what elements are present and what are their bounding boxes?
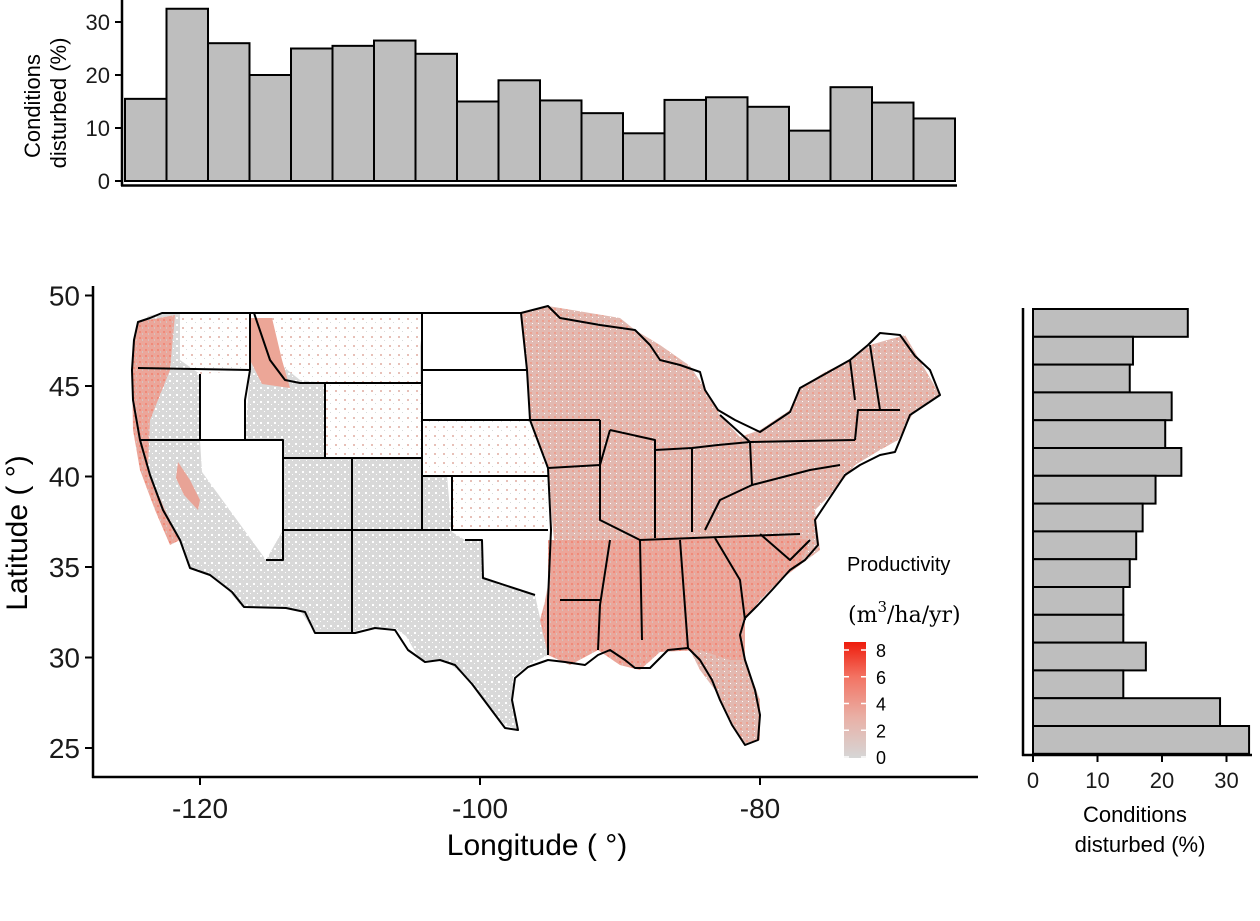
top-y-tick-label: 20 xyxy=(86,63,110,88)
top-histogram-y-ticks: 0 10 20 30 xyxy=(86,10,122,194)
legend: Productivity (m3/ha/yr) 8 6 4 2 0 xyxy=(844,554,961,768)
right-histogram-bar xyxy=(1032,419,1167,450)
region-wyoming xyxy=(325,383,422,458)
right-histogram-bar xyxy=(1032,669,1125,700)
top-histogram-bar xyxy=(788,129,832,182)
top-histogram-bar xyxy=(414,52,458,182)
region-washington-east xyxy=(180,313,254,374)
top-histogram-bar xyxy=(622,132,666,183)
legend-tick-label: 4 xyxy=(876,695,886,715)
top-y-tick-label: 0 xyxy=(98,169,110,194)
state-lines-west xyxy=(137,312,548,633)
top-histogram-bar xyxy=(912,117,956,182)
top-histogram-bar xyxy=(746,105,790,182)
legend-unit-suffix: /ha/yr) xyxy=(887,603,961,628)
right-histogram-bar xyxy=(1032,335,1134,366)
region-montana xyxy=(254,313,420,383)
right-histogram-bar xyxy=(1032,502,1144,533)
top-histogram-bar xyxy=(373,39,417,182)
top-histogram-bar xyxy=(663,98,707,182)
right-histogram-x-ticks: 0 10 20 30 xyxy=(1027,755,1239,793)
top-histogram-bars xyxy=(124,7,956,183)
region-dakotas xyxy=(422,313,530,420)
right-histogram-bar xyxy=(1032,558,1131,589)
map-x-tick-label: -100 xyxy=(452,793,508,824)
map-x-ticks: -120 -100 -80 xyxy=(172,777,780,824)
top-histogram-bar xyxy=(539,99,583,182)
top-histogram: 0 10 20 30 Conditions disturbed (%) xyxy=(20,0,957,194)
top-histogram-bar xyxy=(497,79,541,182)
legend-tick-label: 2 xyxy=(876,721,886,741)
right-histogram-bar xyxy=(1032,641,1147,672)
map-y-tick-label: 30 xyxy=(49,643,80,674)
top-y-title-line1: Conditions xyxy=(20,54,45,158)
right-histogram: 0 10 20 30 Conditions disturbed (%) xyxy=(1021,308,1252,857)
right-histogram-bar xyxy=(1032,613,1125,644)
map-y-ticks: 25 30 35 40 45 50 xyxy=(49,281,93,764)
productivity-raster xyxy=(132,306,940,745)
legend-colorbar xyxy=(844,642,866,758)
right-histogram-bar xyxy=(1032,697,1222,728)
map-y-tick-label: 45 xyxy=(49,371,80,402)
top-histogram-bar xyxy=(580,112,624,182)
right-histogram-bars xyxy=(1032,308,1251,755)
top-histogram-bar xyxy=(871,101,915,182)
map-x-tick-label: -80 xyxy=(740,793,780,824)
top-histogram-bar xyxy=(705,96,749,182)
region-nevada xyxy=(200,440,283,560)
top-histogram-bar xyxy=(331,44,375,182)
state-lines-east xyxy=(520,312,900,655)
top-histogram-bar xyxy=(165,7,209,182)
map-x-tick-label: -120 xyxy=(172,793,228,824)
right-histogram-bar xyxy=(1032,725,1251,755)
top-histogram-bar xyxy=(290,47,334,182)
legend-tick-label: 8 xyxy=(876,641,886,661)
region-pacific-coast xyxy=(132,315,180,545)
top-y-tick-label: 10 xyxy=(86,116,110,141)
right-histogram-bar xyxy=(1032,586,1125,616)
legend-tick-label: 0 xyxy=(876,748,886,768)
top-histogram-bar xyxy=(829,86,873,182)
right-x-tick-label: 10 xyxy=(1085,768,1109,793)
top-histogram-bar xyxy=(248,74,292,182)
top-histogram-bar xyxy=(207,42,251,183)
legend-unit: (m3/ha/yr) xyxy=(848,598,961,628)
right-histogram-bar xyxy=(1032,530,1138,561)
region-idaho-red xyxy=(250,318,290,388)
legend-tick-label: 6 xyxy=(876,668,886,688)
us-outline xyxy=(131,305,941,746)
right-histogram-bar xyxy=(1032,308,1189,338)
right-x-tick-label: 30 xyxy=(1214,768,1238,793)
region-sierra xyxy=(176,462,200,510)
right-histogram-x-title: Conditions disturbed (%) xyxy=(1075,802,1206,857)
map-y-tick-label: 40 xyxy=(49,462,80,493)
map-y-tick-label: 35 xyxy=(49,552,80,583)
map-y-tick-label: 50 xyxy=(49,281,80,312)
state-borders xyxy=(131,305,941,746)
top-histogram-y-title: Conditions disturbed (%) xyxy=(20,38,71,169)
right-histogram-bar xyxy=(1032,391,1173,422)
right-x-tick-label: 20 xyxy=(1150,768,1174,793)
map-y-title: Latitude ( °) xyxy=(1,455,34,610)
map-x-title: Longitude ( °) xyxy=(447,829,627,862)
legend-ticks: 8 6 4 2 0 xyxy=(844,641,886,768)
right-x-title-line2: disturbed (%) xyxy=(1075,832,1206,857)
top-histogram-bar xyxy=(456,100,500,182)
top-y-title-line2: disturbed (%) xyxy=(46,38,71,169)
top-histogram-bar xyxy=(124,97,168,182)
right-x-tick-label: 0 xyxy=(1027,768,1039,793)
legend-unit-prefix: (m xyxy=(848,603,878,628)
right-x-title-line1: Conditions xyxy=(1083,802,1187,827)
right-histogram-bar xyxy=(1032,447,1183,477)
right-histogram-bar xyxy=(1032,363,1131,394)
legend-unit-sup: 3 xyxy=(877,598,887,616)
map-y-tick-label: 25 xyxy=(49,733,80,764)
legend-title: Productivity xyxy=(847,554,950,576)
right-histogram-bar xyxy=(1032,474,1157,505)
top-y-tick-label: 30 xyxy=(86,10,110,35)
region-oregon-east xyxy=(200,370,250,440)
region-southeast xyxy=(540,534,810,670)
